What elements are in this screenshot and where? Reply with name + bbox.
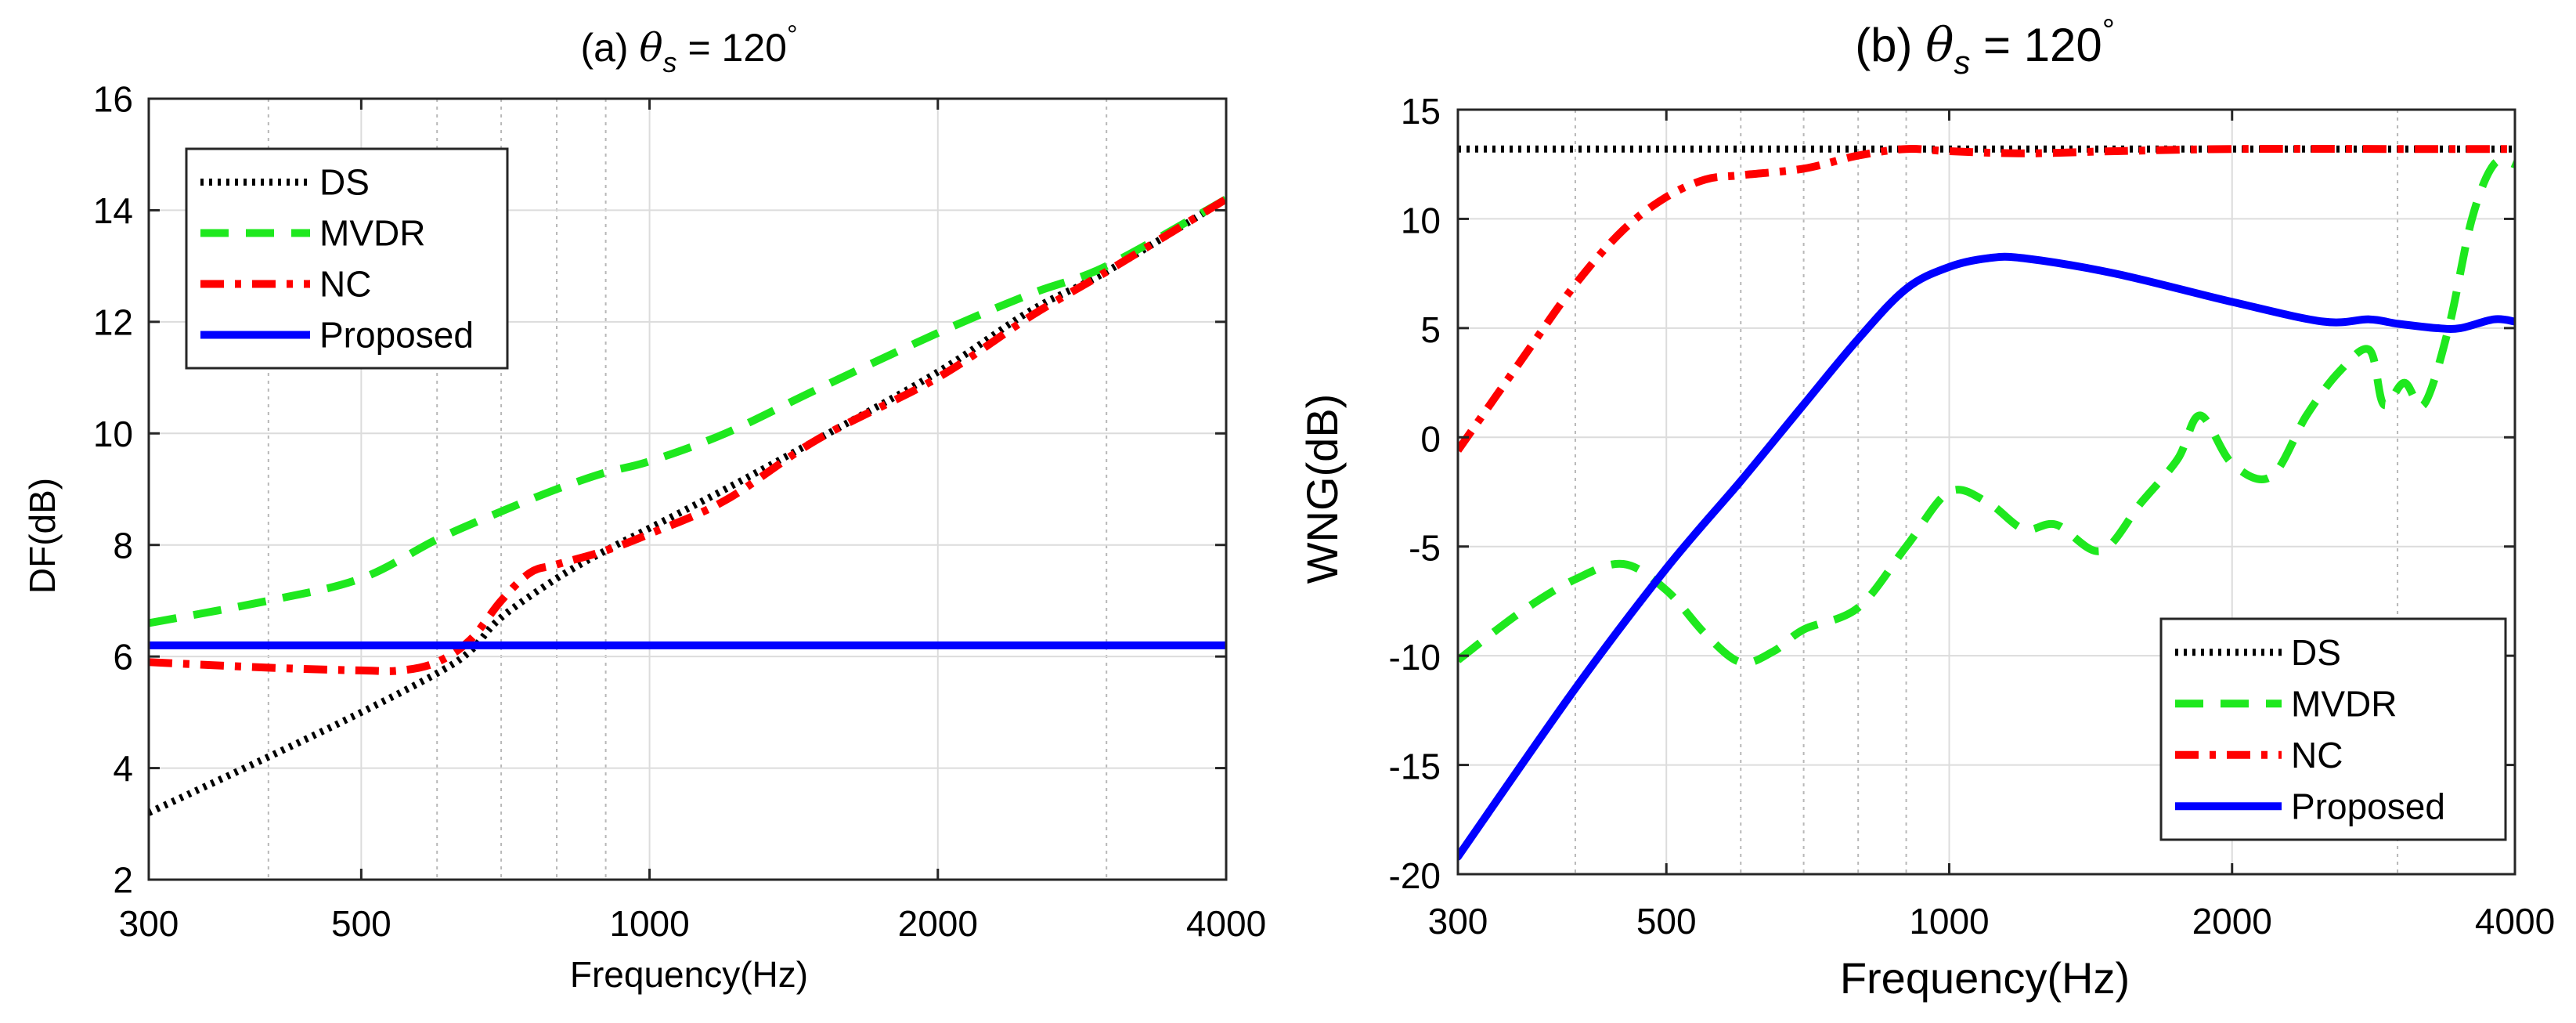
series-line-nc [1458, 144, 2515, 453]
x-tick-label: 300 [119, 903, 179, 944]
x-tick-label: 1000 [609, 903, 689, 944]
y-tick-label: 4 [113, 748, 133, 789]
legend-label-nc: NC [2291, 735, 2343, 775]
legend-label-ds: DS [2291, 632, 2341, 673]
panel-b-title: (b) θs = 120° [1855, 13, 2115, 81]
y-tick-label: 10 [93, 414, 133, 454]
y-tick-label: 2 [113, 860, 133, 901]
panel-a-series [149, 195, 1226, 816]
panel-b-axes-frame [1456, 108, 2516, 876]
legend-label-mvdr: MVDR [2291, 683, 2397, 724]
y-tick-label: -15 [1389, 746, 1441, 787]
y-tick-label: 16 [93, 79, 133, 120]
panel-a-title-suffix: = 120 [677, 26, 787, 70]
legend-label-proposed: Proposed [2291, 786, 2445, 826]
legend-label-proposed: Proposed [319, 315, 474, 356]
x-tick-label: 1000 [1909, 901, 1989, 942]
y-tick-label: 5 [1420, 309, 1441, 350]
panel-b-title-degree: ° [2102, 13, 2115, 48]
y-tick-label: 12 [93, 302, 133, 342]
y-tick-label: 15 [1401, 91, 1441, 132]
y-tick-label: 8 [113, 525, 133, 566]
y-tick-label: 6 [113, 637, 133, 678]
y-tick-label: -5 [1409, 528, 1441, 569]
panel-a-title: (a) θs = 120° [580, 20, 797, 78]
panel-b-title-suffix: = 120 [1970, 19, 2102, 71]
panel-b-title-theta: θ [1925, 18, 1954, 73]
series-line-ds [149, 196, 1226, 816]
x-tick-label: 500 [1636, 901, 1697, 942]
panel-a-title-prefix: (a) [580, 26, 639, 70]
panel-b-ylabel: WNG(dB) [1297, 394, 1347, 584]
panel-a: 300 500 1000 2000 4000 2 4 6 8 10 12 14 16 (a) θs = … [22, 20, 1266, 995]
panel-a-title-degree: ° [787, 20, 798, 50]
y-tick-label: -10 [1389, 637, 1441, 678]
x-tick-label: 2000 [2192, 901, 2272, 942]
panel-b-title-prefix: (b) [1855, 19, 1925, 71]
series-line-mvdr [1458, 156, 2515, 667]
y-tick-label: 10 [1401, 200, 1441, 240]
legend-label-mvdr: MVDR [319, 213, 425, 254]
panel-a-axes-frame [147, 97, 1228, 881]
panel-b: 300 500 1000 2000 4000 -20 -15 -10 -5 0 5 10 15 (b) … [1297, 13, 2555, 1003]
panel-b-legend: DS MVDR NC Proposed [2159, 617, 2507, 841]
panel-b-ticks [1456, 108, 2516, 876]
panel-b-series [1458, 144, 2515, 861]
x-tick-label: 300 [1428, 901, 1488, 942]
y-tick-label: 14 [93, 190, 133, 231]
x-tick-label: 500 [331, 903, 391, 944]
panel-b-title-sub: s [1954, 44, 1970, 81]
panel-a-ylabel: DF(dB) [22, 478, 63, 594]
panel-b-tick-labels: 300 500 1000 2000 4000 -20 -15 -10 -5 0 5 10 15 [1389, 91, 2556, 942]
panel-a-legend: DS MVDR NC Proposed [185, 147, 509, 370]
legend-label-nc: NC [319, 264, 371, 305]
panel-a-tick-labels: 300 500 1000 2000 4000 2 4 6 8 10 12 14 16 [93, 79, 1266, 944]
y-tick-label: 0 [1420, 418, 1441, 459]
series-line-proposed [1458, 252, 2515, 861]
legend-label-ds: DS [319, 162, 370, 203]
panel-a-title-sub: s [663, 46, 677, 78]
panel-b-xlabel: Frequency(Hz) [1840, 953, 2130, 1003]
x-tick-label: 2000 [898, 903, 978, 944]
panel-a-xlabel: Frequency(Hz) [570, 954, 808, 995]
y-tick-label: -20 [1389, 855, 1441, 896]
panel-a-grid [148, 98, 1227, 880]
panel-a-ticks [147, 97, 1228, 881]
x-tick-label: 4000 [1186, 903, 1266, 944]
panel-a-title-theta: θ [639, 25, 662, 70]
x-tick-label: 4000 [2475, 901, 2555, 942]
